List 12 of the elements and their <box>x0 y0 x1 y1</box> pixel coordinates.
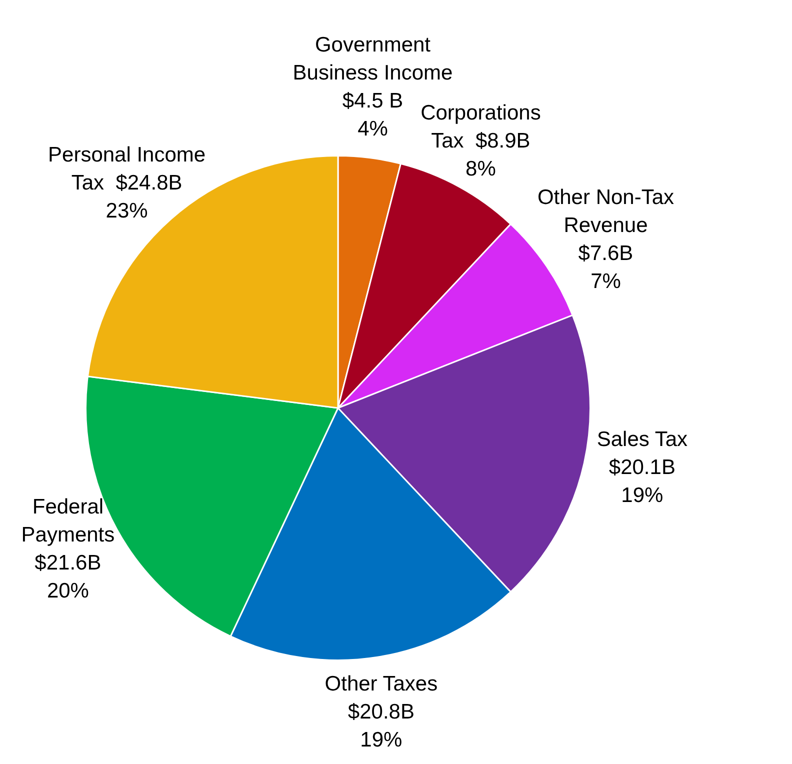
slice-label: Sales Tax $20.1B <box>596 428 688 480</box>
data-label: 8% <box>466 157 496 180</box>
slice-label: Other Taxes $20.8B <box>324 672 438 724</box>
data-label: 19% <box>360 728 402 752</box>
data-label: 20% <box>46 580 89 603</box>
data-label: 23% <box>106 200 148 223</box>
data-label: 19% <box>621 484 664 508</box>
slice-label: Personal Income Tax $24.8B <box>48 144 206 195</box>
slice-label: Federal Payments $21.6B <box>21 496 115 575</box>
data-label: 7% <box>590 270 621 293</box>
slice-label: Other Non-Tax Revenue $7.6B <box>537 186 675 265</box>
data-label: 4% <box>358 118 388 141</box>
